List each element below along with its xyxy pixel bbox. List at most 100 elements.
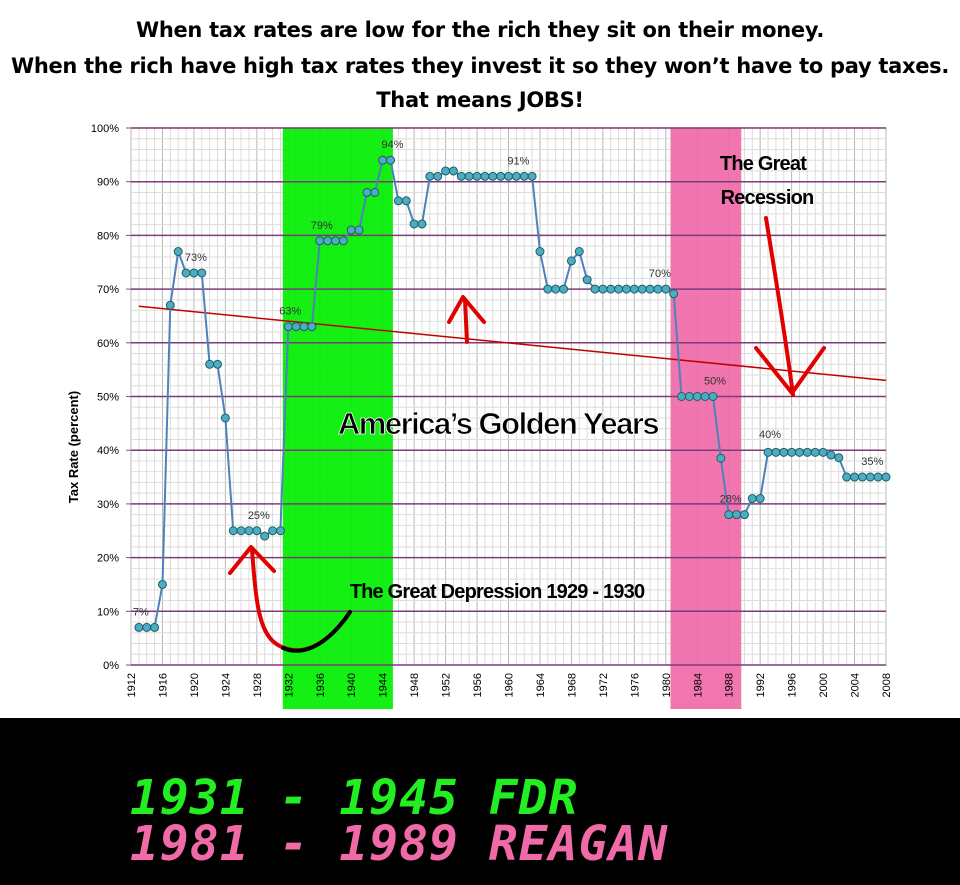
data-point [818, 447, 828, 457]
data-point [684, 392, 694, 401]
x-tick-label: 2004 [850, 673, 862, 697]
data-point [315, 236, 325, 246]
data-point [401, 196, 411, 206]
y-tick-label: 20% [97, 553, 119, 565]
reagan-caption: 1981 - 1989 REAGAN [130, 816, 669, 872]
data-label: 70% [649, 268, 671, 280]
y-tick-label: 90% [97, 177, 119, 189]
y-tick-label: 10% [97, 606, 119, 618]
data-point [794, 447, 804, 457]
data-point [236, 526, 246, 536]
data-point [881, 472, 891, 482]
data-point [574, 247, 584, 257]
data-point [283, 322, 293, 332]
data-labels: 7% 73% 25% 63% 79% 94% 91% 70% 50% 28% 40% 35% [133, 139, 884, 618]
y-tick-label: 60% [97, 338, 119, 350]
data-point [323, 236, 333, 246]
header-line-3: That means JOBS! [376, 88, 584, 112]
highlight-bands [131, 127, 886, 709]
data-point [692, 392, 702, 401]
data-point [708, 392, 718, 401]
recession-arrow [754, 216, 826, 397]
data-point [228, 526, 238, 536]
golden-years-arrow [447, 295, 486, 344]
y-tick-label: 30% [97, 499, 119, 511]
x-tick-label: 1948 [409, 673, 421, 697]
header-line-1: When tax rates are low for the rich they… [135, 18, 825, 42]
data-point [189, 268, 199, 278]
data-point [213, 359, 223, 369]
data-point [716, 453, 726, 463]
y-tick-label: 70% [97, 284, 119, 296]
fdr-caption: 1931 - 1945 FDR [130, 770, 579, 826]
data-point [747, 494, 757, 504]
highlight-band-2 [670, 128, 742, 709]
x-tick-label: 1980 [661, 673, 673, 697]
annotations: America’s Golden Years The Great Depress… [337, 153, 814, 603]
data-point [441, 166, 451, 176]
x-tick-label: 1960 [504, 673, 516, 697]
data-point [354, 225, 364, 235]
data-point [511, 171, 521, 181]
x-tick-label: 1984 [692, 673, 704, 697]
tax-rate-chart: 0% 10% 20% 30% 40% 50% 60% 70% 80% 90% 100% 1912 191… [66, 123, 893, 709]
x-tick-label: 1932 [283, 673, 295, 697]
data-point [566, 256, 576, 266]
data-label: 94% [382, 139, 404, 151]
data-point [779, 447, 789, 457]
x-tick-label: 1916 [157, 673, 169, 697]
y-tick-label: 100% [91, 123, 119, 135]
annotation-golden-years: America’s Golden Years [338, 406, 659, 441]
data-point [621, 284, 631, 294]
x-tick-label: 1928 [252, 673, 264, 697]
data-point [307, 322, 317, 332]
data-point [425, 171, 435, 181]
data-point [669, 289, 679, 299]
data-point [645, 284, 655, 294]
data-point [134, 622, 144, 632]
data-point [346, 225, 356, 235]
data-point [826, 450, 836, 460]
x-tick-label: 1920 [189, 673, 201, 697]
data-point [677, 392, 687, 401]
data-point [519, 171, 529, 181]
data-point [173, 247, 183, 257]
data-point [299, 322, 309, 332]
data-point [205, 359, 215, 369]
data-point [582, 275, 592, 285]
footer: 1931 - 1945 FDR 1981 - 1989 REAGAN [0, 718, 960, 885]
data-point [842, 472, 852, 482]
header-line-2: When the rich have high tax rates they i… [10, 54, 950, 78]
data-point [244, 526, 254, 536]
x-tick-label: 1952 [441, 673, 453, 697]
x-tick-label: 1992 [755, 673, 767, 697]
data-point [857, 472, 867, 482]
data-point [150, 622, 160, 632]
data-point [787, 447, 797, 457]
data-point [165, 300, 175, 310]
data-label: 91% [507, 155, 529, 167]
tax-rate-series [134, 155, 891, 632]
data-label: 35% [861, 456, 883, 468]
data-point [661, 284, 671, 294]
data-label: 50% [704, 376, 726, 388]
data-point [834, 453, 844, 463]
data-label: 73% [185, 252, 207, 264]
x-tick-label: 1912 [126, 673, 138, 697]
x-tick-label: 1964 [535, 673, 547, 697]
data-point [252, 526, 262, 536]
data-point [464, 171, 474, 181]
y-tick-label: 0% [103, 660, 119, 672]
x-tick-label: 1944 [378, 673, 390, 697]
annotation-great-recession-1: The Great [720, 153, 807, 175]
data-point [417, 219, 427, 229]
data-point [653, 284, 663, 294]
axis-ticks: 0% 10% 20% 30% 40% 50% 60% 70% 80% 90% 100% 1912 191… [91, 123, 893, 697]
data-point [220, 413, 230, 423]
annotation-great-depression: The Great Depression 1929 - 1930 [350, 581, 645, 603]
x-tick-label: 1988 [724, 673, 736, 697]
data-point [142, 622, 152, 632]
x-tick-label: 1976 [629, 673, 641, 697]
y-axis-label: Tax Rate (percent) [66, 391, 81, 503]
x-tick-label: 1924 [220, 673, 232, 697]
